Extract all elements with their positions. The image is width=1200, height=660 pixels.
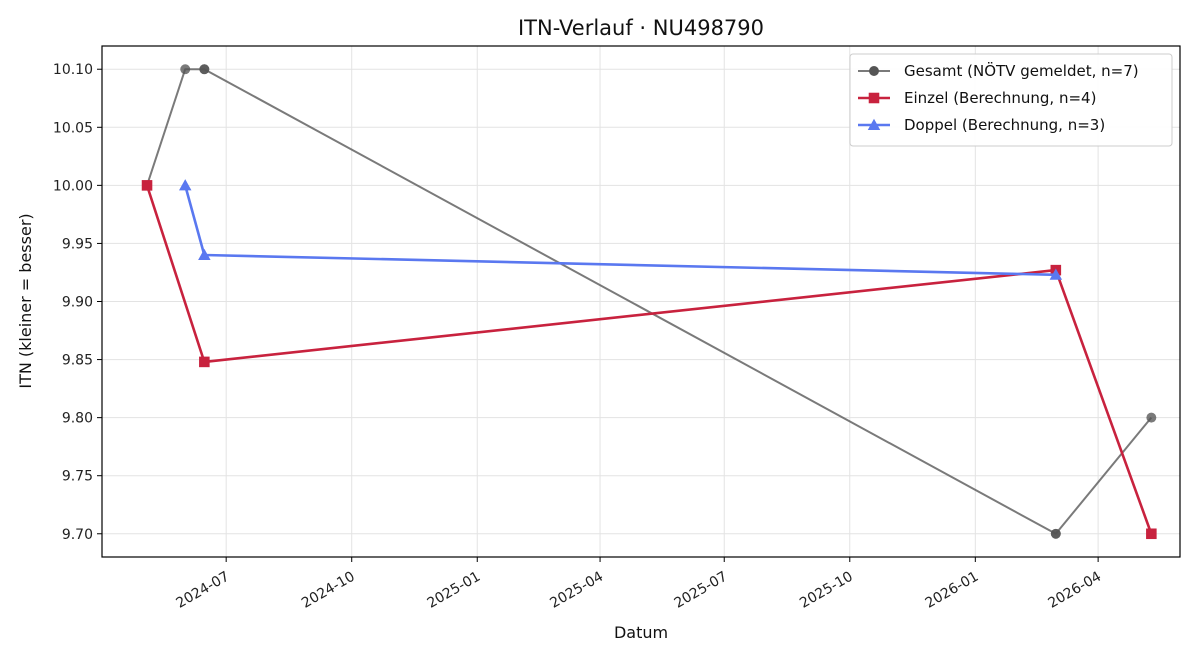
- series-3: [178, 179, 1063, 280]
- y-axis-title: ITN (kleiner = besser): [16, 213, 35, 388]
- legend-item: Gesamt (NÖTV gemeldet, n=7): [858, 61, 1139, 80]
- x-tick-label: 2026-01: [923, 569, 982, 612]
- x-axis-title: Datum: [614, 623, 668, 642]
- data-point: [141, 180, 153, 191]
- y-axis: 9.70 9.75 9.80 9.85 9.90 9.95 10.00 10.05 10.10: [53, 62, 102, 543]
- legend-marker: [867, 118, 881, 130]
- series-line: [145, 184, 1153, 535]
- legend-item: Doppel (Berechnung, n=3): [858, 116, 1105, 134]
- series-line: [183, 185, 1056, 277]
- data-point: [1049, 268, 1063, 280]
- legend-label: Gesamt (NÖTV gemeldet, n=7): [904, 61, 1139, 80]
- legend-item: Einzel (Berechnung, n=4): [858, 89, 1096, 107]
- data-point: [1146, 528, 1157, 540]
- legend-label: Einzel (Berechnung, n=4): [904, 89, 1096, 107]
- y-tick-label: 9.80: [62, 411, 93, 427]
- data-point: [199, 356, 210, 368]
- y-tick-label: 9.95: [62, 236, 93, 252]
- legend: Gesamt (NÖTV gemeldet, n=7) Einzel (Berec…: [849, 53, 1173, 147]
- data-point: [199, 64, 210, 75]
- grid-layer: [102, 46, 1180, 557]
- data-point: [198, 248, 211, 261]
- legend-label: Doppel (Berechnung, n=3): [904, 116, 1105, 134]
- y-tick-label: 9.75: [62, 469, 93, 485]
- x-tick-label: 2025-07: [672, 569, 731, 612]
- legend-frame: [849, 53, 1173, 147]
- y-tick-label: 10.00: [53, 178, 93, 194]
- y-tick-label: 9.90: [62, 295, 93, 311]
- x-tick-label: 2025-04: [547, 569, 606, 612]
- x-tick-label: 2026-04: [1045, 569, 1104, 612]
- y-tick-label: 10.05: [53, 120, 93, 136]
- x-tick-label: 2024-07: [174, 569, 233, 612]
- y-tick-label: 10.10: [53, 62, 93, 78]
- legend-marker: [868, 92, 880, 104]
- x-tick-label: 2025-10: [797, 569, 856, 612]
- y-tick-label: 9.70: [62, 527, 93, 543]
- x-tick-label: 2025-01: [425, 569, 484, 612]
- series-layer: [141, 64, 1157, 540]
- data-point: [1146, 412, 1157, 423]
- y-tick-label: 9.85: [62, 353, 93, 369]
- chart-title: ITN-Verlauf · NU498790: [518, 16, 764, 40]
- legend-marker: [869, 66, 879, 76]
- x-tick-label: 2024-10: [299, 569, 358, 612]
- data-point: [178, 179, 192, 191]
- x-axis: 2024-07 2024-10 2025-01 2025-04 2025-07 2025-…: [174, 557, 1104, 612]
- data-point: [1050, 528, 1061, 539]
- data-point: [180, 64, 191, 75]
